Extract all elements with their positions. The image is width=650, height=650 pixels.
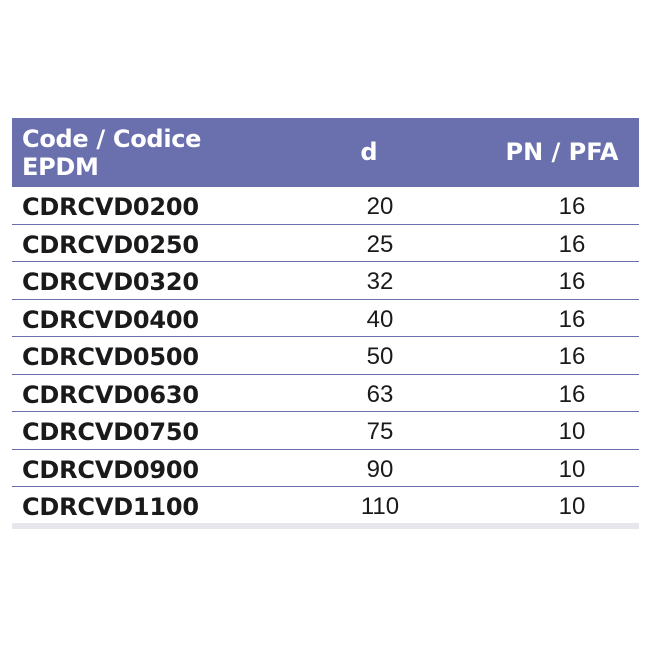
table-row: CDRCVD0250 25 16 <box>12 225 639 262</box>
table-row: CDRCVD1100 110 10 <box>12 487 639 529</box>
cell-code: CDRCVD0250 <box>22 230 199 259</box>
header-pn-pfa: PN / PFA <box>505 138 619 166</box>
table-row: CDRCVD0900 90 10 <box>12 450 639 487</box>
cell-d: 25 <box>366 230 394 258</box>
cell-pn: 16 <box>558 193 586 220</box>
cell-d: 63 <box>366 380 394 408</box>
cell-d: 32 <box>366 268 394 295</box>
cell-code: CDRCVD0750 <box>22 418 199 446</box>
cell-code: CDRCVD0900 <box>22 455 199 484</box>
cell-pn: 16 <box>558 230 586 258</box>
header-code: Code / Codice EPDM <box>22 125 201 181</box>
cell-code: CDRCVD0630 <box>22 380 199 409</box>
cell-pn: 16 <box>558 343 586 370</box>
table-header: Code / Codice EPDM d PN / PFA <box>12 118 639 187</box>
cell-code: CDRCVD0200 <box>22 193 199 221</box>
cell-pn: 16 <box>558 380 586 408</box>
table-row: CDRCVD0400 40 16 <box>12 300 639 337</box>
table-row: CDRCVD0500 50 16 <box>12 337 639 375</box>
cell-pn: 10 <box>558 493 586 520</box>
header-d: d <box>360 138 378 166</box>
cell-d: 110 <box>360 493 400 520</box>
cell-pn: 16 <box>558 305 586 333</box>
product-table: Code / Codice EPDM d PN / PFA CDRCVD0200… <box>12 118 639 529</box>
cell-code: CDRCVD0400 <box>22 305 199 334</box>
cell-pn: 16 <box>558 268 586 295</box>
cell-d: 90 <box>366 455 394 483</box>
header-code-line2: EPDM <box>22 153 99 181</box>
header-code-line1: Code / Codice <box>22 125 202 153</box>
table-row: CDRCVD0750 75 10 <box>12 412 639 450</box>
cell-d: 75 <box>366 418 394 445</box>
table-row: CDRCVD0200 20 16 <box>12 187 639 225</box>
table-row: CDRCVD0320 32 16 <box>12 262 639 300</box>
cell-d: 20 <box>366 193 394 220</box>
cell-d: 50 <box>366 343 394 370</box>
cell-d: 40 <box>366 305 394 333</box>
cell-code: CDRCVD1100 <box>22 493 199 521</box>
cell-code: CDRCVD0500 <box>22 343 199 371</box>
cell-pn: 10 <box>558 455 586 483</box>
cell-pn: 10 <box>558 418 586 445</box>
table-row: CDRCVD0630 63 16 <box>12 375 639 412</box>
cell-code: CDRCVD0320 <box>22 268 199 296</box>
